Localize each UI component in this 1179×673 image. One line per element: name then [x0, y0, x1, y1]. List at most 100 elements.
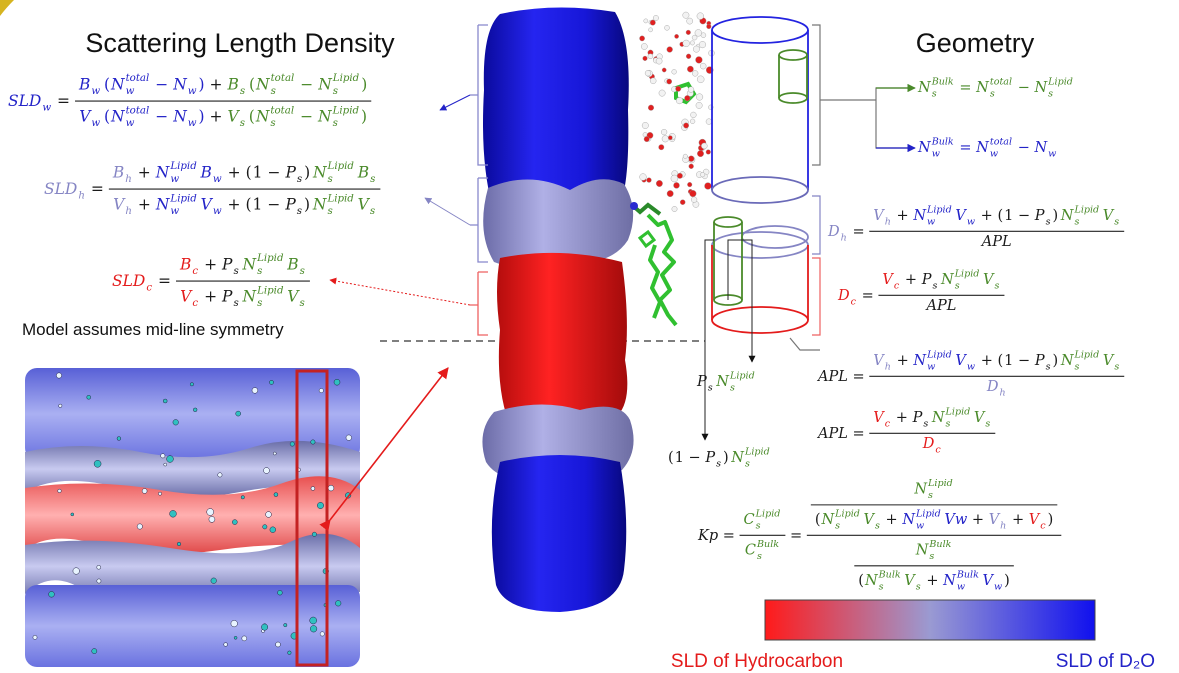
math-symbol: P [284, 163, 296, 181]
solute-speck [158, 492, 161, 495]
water-layer-bottom [25, 585, 360, 667]
math-symbol: V [989, 512, 1001, 528]
math-token: + [905, 272, 917, 288]
math-token: ( [104, 75, 110, 93]
water-atom [662, 136, 669, 143]
math-symbol: ) [199, 75, 205, 93]
math-subscript: s [929, 551, 934, 562]
math-token: − [155, 75, 168, 93]
solute-speck [311, 440, 315, 444]
math-subscript: c [1040, 520, 1046, 531]
math-token: Vw [944, 512, 967, 528]
water-atom [643, 56, 648, 61]
math-superscript: Bulk [931, 76, 954, 87]
math-symbol: D [827, 224, 840, 240]
math-superscript: Lipid [332, 73, 360, 84]
math-symbol: = [852, 224, 864, 240]
water-atom [675, 34, 679, 38]
math-subscript: w [188, 86, 197, 97]
math-symbol: ) [1048, 512, 1054, 528]
solute-speck [190, 383, 193, 386]
solute-speck [261, 624, 267, 630]
solute-speck [87, 395, 91, 399]
water-atom [640, 36, 645, 41]
math-subscript: s [1074, 216, 1079, 227]
water-atom [653, 15, 658, 20]
scale-low-label: SLD of Hydrocarbon [671, 651, 843, 672]
math-subscript: s [955, 280, 960, 291]
symmetry-note: Model assumes mid-line symmetry [22, 320, 284, 339]
math-superscript: Lipid [332, 105, 360, 116]
math-symbol: N [1060, 208, 1075, 224]
math-superscript: Lipid [326, 193, 354, 204]
solute-speck [161, 454, 165, 458]
water-atom [686, 54, 691, 59]
math-symbol: P [1034, 353, 1045, 369]
math-token: = [862, 288, 874, 304]
math-symbol: B [286, 255, 298, 273]
math-symbol: SLD [112, 272, 146, 290]
math-symbol: V [79, 107, 92, 125]
math-subscript: w [967, 216, 975, 227]
solute-speck [207, 509, 214, 516]
solute-speck [290, 442, 294, 446]
water-atom [686, 30, 691, 35]
hydrocarbon-region [497, 253, 627, 418]
math-symbol: + [897, 208, 909, 224]
math-symbol: N [1033, 140, 1048, 156]
solute-speck [117, 437, 121, 441]
math-symbol: = [158, 272, 171, 290]
solute-speck [193, 408, 197, 412]
math-token: ) [304, 195, 310, 213]
math-token: − [300, 107, 313, 125]
math-subscript: c [851, 296, 857, 307]
math-token: − [1018, 80, 1030, 96]
math-token: − [155, 107, 168, 125]
math-symbol: + [204, 287, 217, 305]
water-atom [644, 19, 648, 23]
water-atom [647, 178, 652, 183]
math-superscript: total [270, 105, 294, 116]
math-subscript: s [995, 280, 1000, 291]
math-subscript: w [994, 581, 1002, 592]
math-symbol: C [745, 543, 756, 559]
water-atom [676, 86, 681, 91]
math-subscript: s [270, 118, 275, 129]
water-atom [674, 182, 680, 188]
math-subscript: c [146, 283, 152, 294]
math-token: + [886, 512, 898, 528]
math-symbol: N [917, 140, 932, 156]
math-token: ) [1048, 512, 1054, 528]
math-token: = [57, 92, 70, 110]
water-atom [696, 94, 703, 101]
math-symbol: P [221, 255, 233, 273]
math-subscript: s [299, 298, 304, 309]
math-symbol: ( [245, 195, 251, 213]
math-subscript: s [756, 520, 761, 531]
math-superscript: Bulk [931, 136, 954, 147]
solute-speck [273, 452, 276, 455]
math-subscript: s [300, 266, 305, 277]
math-token: ( [245, 195, 251, 213]
water-atom [689, 164, 694, 169]
math-symbol: D [986, 379, 999, 395]
math-symbol: N [915, 543, 930, 559]
math-symbol: = [57, 92, 70, 110]
math-symbol: N [317, 107, 333, 125]
math-subscript: s [271, 86, 276, 97]
math-symbol: N [242, 255, 258, 273]
water-atom [690, 190, 697, 197]
math-symbol: 1 [1004, 353, 1013, 369]
math-superscript: Lipid [169, 193, 197, 204]
math-subscript: w [927, 216, 935, 227]
math-subscript: s [708, 382, 713, 393]
math-token: − [267, 195, 280, 213]
math-subscript: s [757, 551, 762, 562]
math-subscript: s [1075, 361, 1080, 372]
solute-speck [163, 399, 167, 403]
math-superscript: Lipid [256, 253, 284, 264]
math-symbol: V [864, 512, 876, 528]
math-symbol: N [255, 75, 271, 93]
math-symbol: V [982, 573, 994, 589]
math-symbol: APL [816, 426, 848, 442]
